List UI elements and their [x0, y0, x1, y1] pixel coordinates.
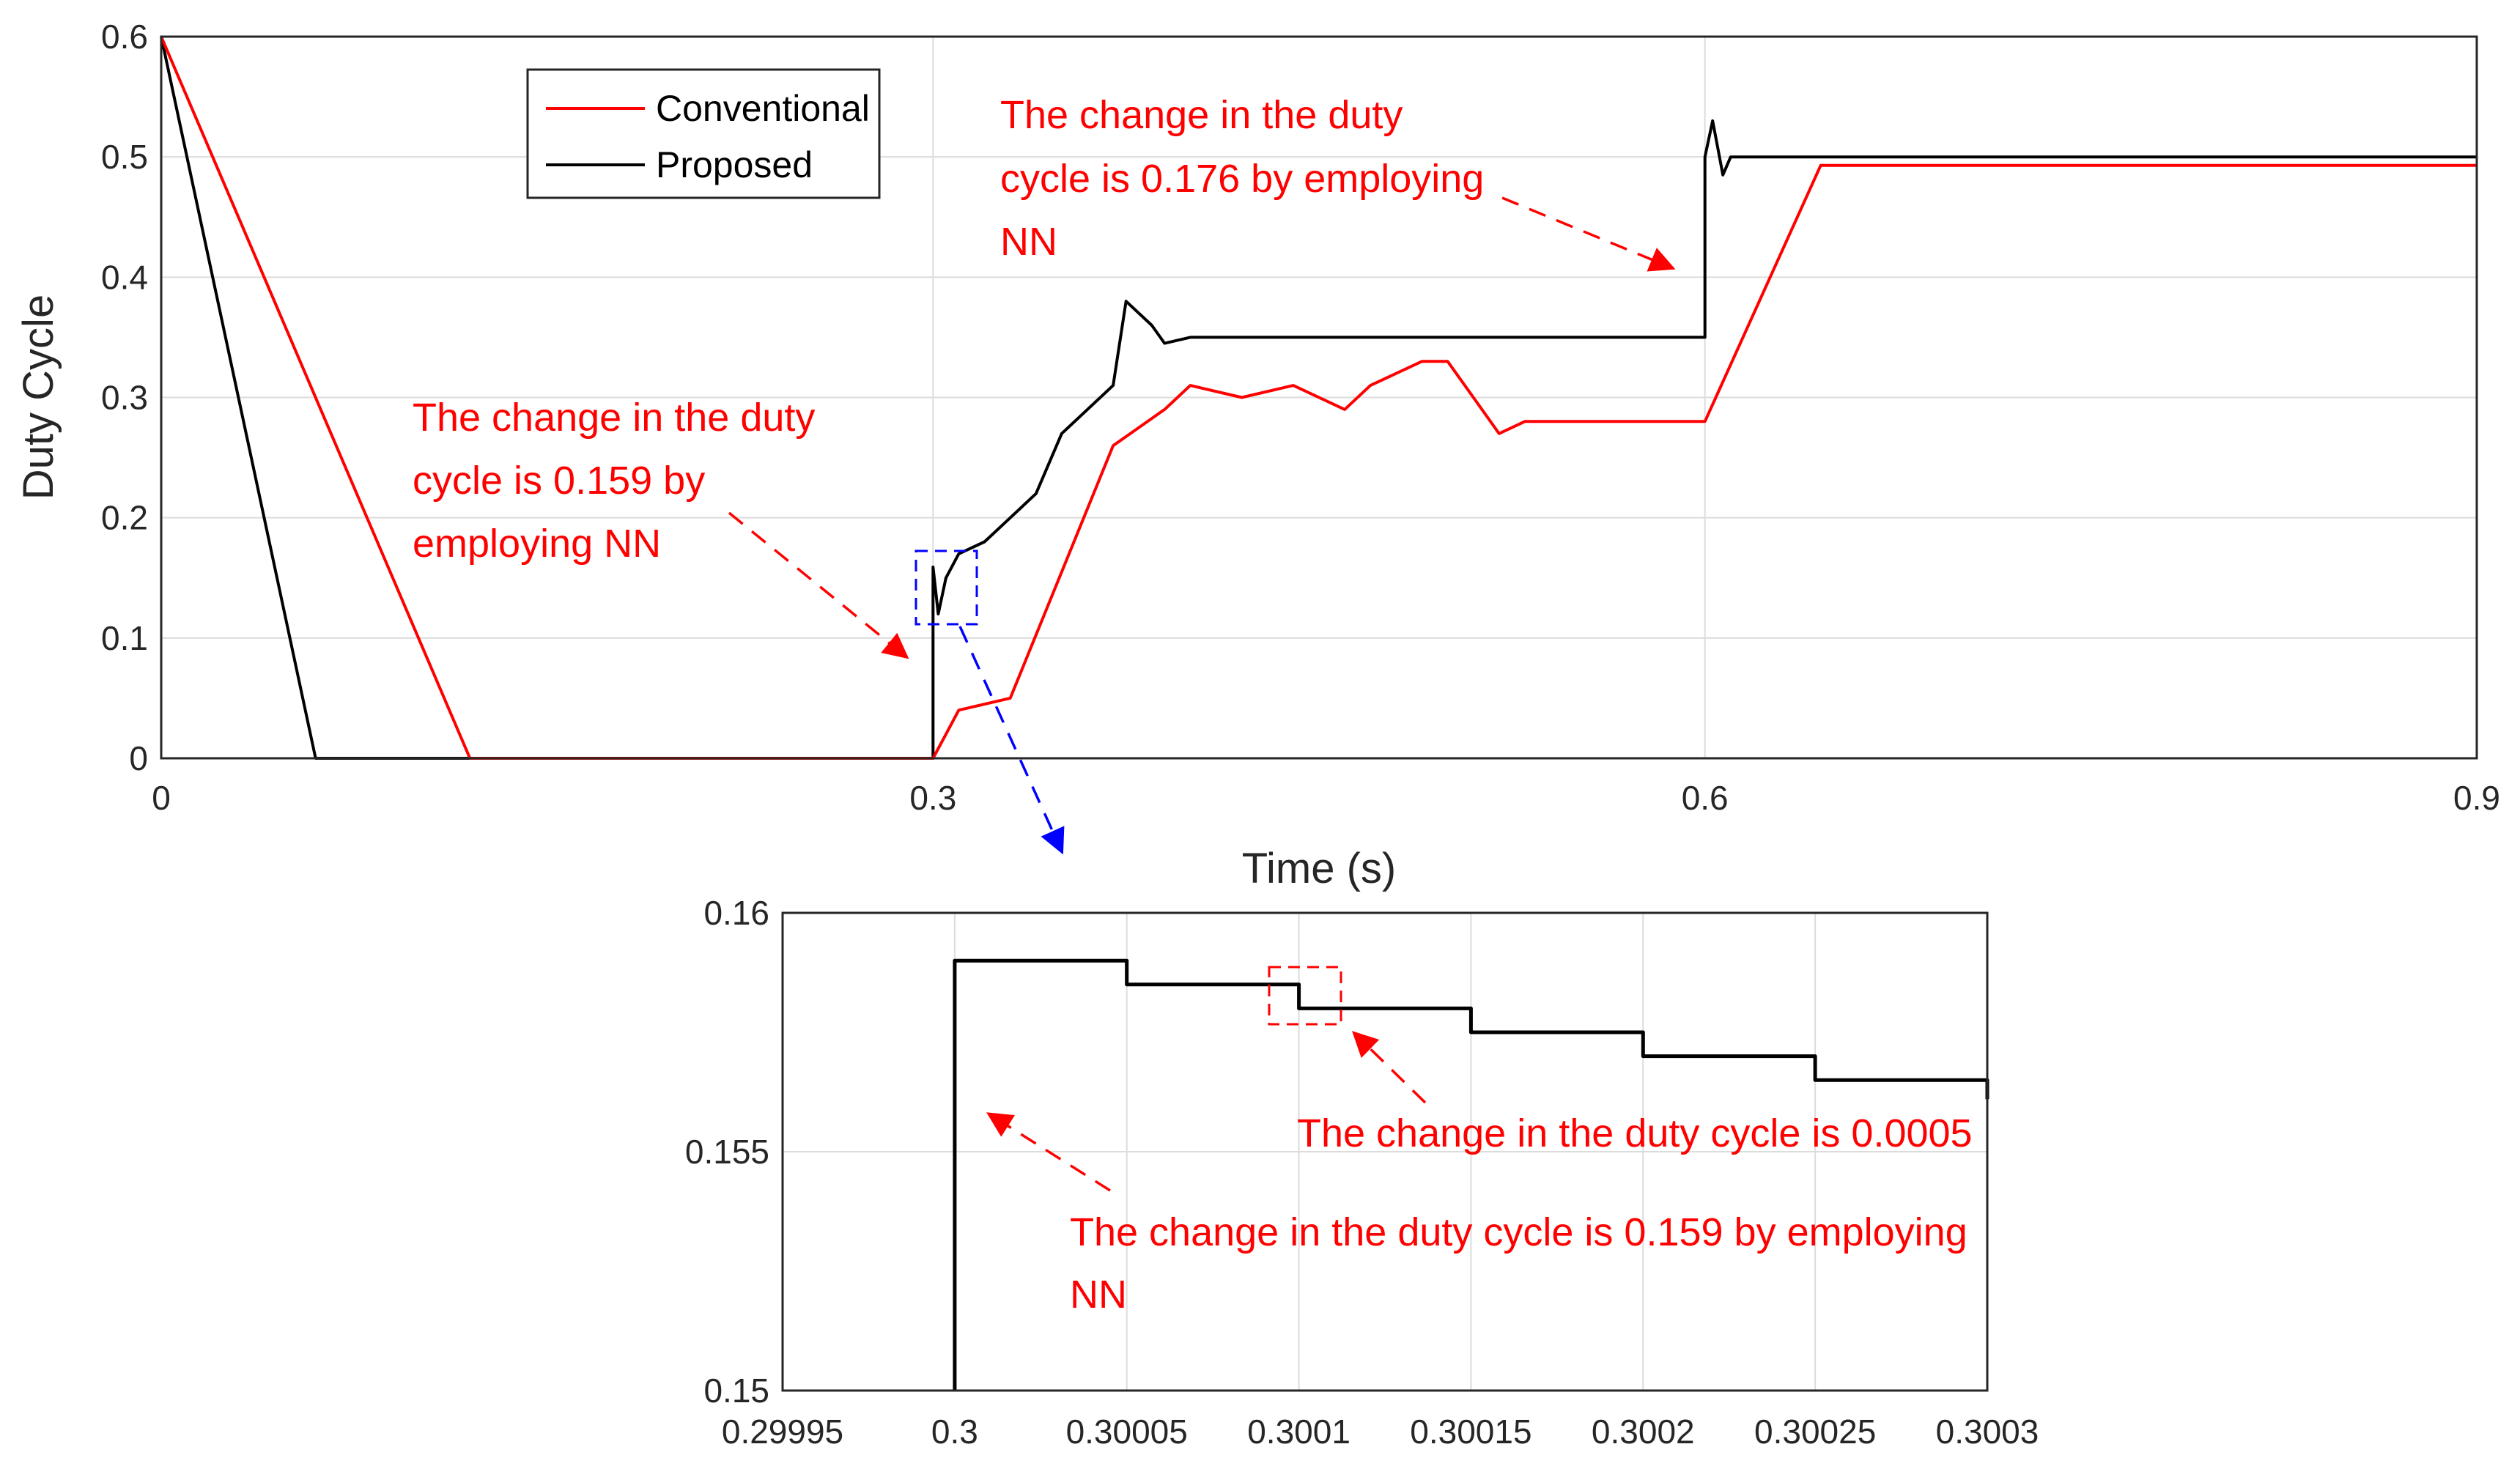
main-y-tick-5: 0.5: [101, 138, 148, 176]
legend: Conventional Proposed: [526, 68, 881, 199]
main-series-line-conventional: [160, 36, 2477, 760]
annotation-top-right-line-2: cycle is 0.176 by employing: [1000, 157, 1484, 201]
inset-x-tick-labels: 0.29995 0.3 0.30005 0.3001 0.30015 0.3002 0.30…: [722, 1413, 2039, 1451]
main-y-tick-3: 0.3: [101, 379, 148, 417]
annotation-top-right-line-3: NN: [1000, 220, 1057, 264]
main-plot-frame: [160, 35, 2478, 760]
annotation-inset-b-line-1: The change in the duty cycle is 0.159 by…: [1070, 1210, 1967, 1254]
annotation-top-left: The change in the duty cycle is 0.159 by…: [413, 396, 909, 659]
annotation-top-right-line-1: The change in the duty: [1000, 93, 1403, 137]
annotation-inset-b: The change in the duty cycle is 0.159 by…: [986, 1112, 1967, 1317]
main-x-tick-3: 0.9: [2453, 779, 2500, 817]
annotation-top-left-line-1: The change in the duty: [413, 396, 815, 440]
annotation-top-left-arrow: [728, 511, 909, 659]
annotation-top-right-arrow: [1501, 196, 1676, 272]
main-y-axis-label: Duty Cycle: [15, 295, 62, 500]
annotation-inset-b-arrow: [986, 1112, 1111, 1192]
main-y-tick-1: 0.1: [101, 619, 148, 657]
main-x-tick-0: 0: [152, 779, 171, 817]
main-chart: 00.10.20.30.40.50.6 0 0.3 0.6 0.9 Time (s) …: [15, 18, 2500, 892]
main-y-tick-2: 0.2: [101, 499, 148, 537]
annotation-inset-a-arrow: [1351, 1031, 1427, 1104]
main-series-group: [160, 36, 2477, 760]
inset-x-tick-1: 0.3: [931, 1413, 978, 1451]
inset-x-tick-4: 0.30015: [1410, 1413, 1531, 1451]
main-y-tick-labels: 0 0.1 0.2 0.3 0.4 0.5 0.6: [101, 18, 148, 777]
annotation-inset-a-line-1: The change in the duty cycle is 0.0005: [1297, 1111, 1973, 1155]
annotation-top-left-line-3: employing NN: [413, 522, 661, 566]
main-x-axis-label: Time (s): [1242, 845, 1396, 892]
legend-box: [526, 68, 881, 199]
main-x-tick-2: 0.6: [1682, 779, 1729, 817]
main-x-tick-1: 0.3: [909, 779, 956, 817]
inset-x-tick-3: 0.3001: [1247, 1413, 1350, 1451]
inset-step-highlight-box: [1268, 966, 1342, 1026]
inset-y-tick-0: 0.15: [703, 1372, 769, 1410]
inset-x-tick-0: 0.29995: [722, 1413, 843, 1451]
inset-series-line-proposed-zoom-: [953, 958, 1989, 1391]
inset-plot-frame: [781, 911, 1989, 1392]
inset-y-tick-labels: 0.15 0.155 0.16: [685, 894, 769, 1410]
annotation-top-left-line-2: cycle is 0.159 by: [413, 459, 705, 503]
legend-label-proposed: Proposed: [656, 144, 813, 185]
main-y-tick-4: 0.4: [101, 258, 148, 296]
inset-series-group: [953, 958, 1989, 1391]
annotation-inset-a: The change in the duty cycle is 0.0005: [1297, 1031, 1973, 1155]
annotation-inset-b-line-2: NN: [1070, 1273, 1127, 1317]
inset-x-tick-7: 0.3003: [1936, 1413, 2039, 1451]
inset-x-tick-5: 0.3002: [1592, 1413, 1695, 1451]
main-y-tick-0: 0: [129, 739, 148, 777]
inset-y-tick-1: 0.155: [685, 1133, 769, 1171]
main-y-tick-6: 0.6: [101, 18, 148, 56]
inset-x-tick-6: 0.30025: [1754, 1413, 1876, 1451]
annotation-top-right: The change in the duty cycle is 0.176 by…: [1000, 93, 1676, 272]
inset-y-tick-2: 0.16: [703, 894, 769, 932]
inset-chart: 0.15 0.155 0.16 0.29995 0.3 0.30005 0.3001 0.3…: [685, 894, 2039, 1451]
main-series-line-proposed: [160, 36, 2477, 760]
inset-x-tick-2: 0.30005: [1066, 1413, 1188, 1451]
zoom-region-arrow: [958, 626, 1065, 855]
zoom-region-box: [914, 549, 978, 626]
legend-label-conventional: Conventional: [656, 88, 870, 129]
main-x-tick-labels: 0 0.3 0.6 0.9: [152, 779, 2500, 817]
